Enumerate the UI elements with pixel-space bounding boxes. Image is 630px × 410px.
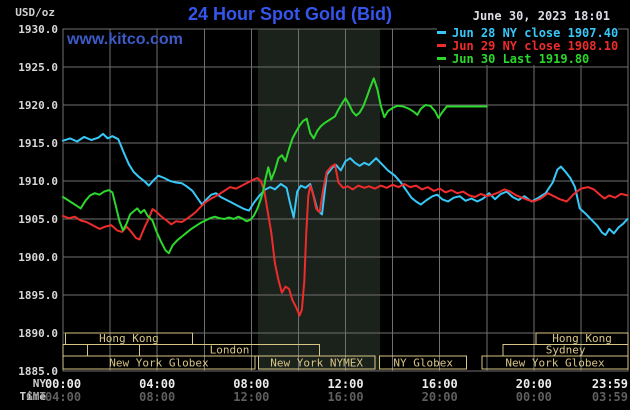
x-axis-ny-time-label: NY Time [19,377,47,403]
session-label: Sydney [546,344,586,357]
y-tick-label: 1885.0 [18,365,58,378]
session-label: Hong Kong [99,332,159,345]
series-line [62,77,488,255]
session-label: NY Globex [393,357,453,370]
session-label: New York Globex [109,357,209,370]
x-tick-ny-time: 12:00 [327,377,363,391]
chart-datetime: June 30, 2023 18:01 [472,9,610,23]
session-label: New York NYMEX [270,357,363,370]
session-label: Hong Kong [552,332,612,345]
legend-dash-icon [437,30,446,34]
legend-dash-icon [437,56,446,60]
legend: Jun 28 NY close 1907.40 Jun 29 NY close 1… [437,26,619,66]
chart-title: 24 Hour Spot Gold (Bid) [188,4,392,24]
y-tick-label: 1915.0 [18,137,58,150]
y-tick-label: 1920.0 [18,99,58,112]
nymex-session-band [257,29,381,371]
x-tick-gmt: 20:00 [422,390,458,404]
session-box [62,344,89,357]
x-tick-gmt: 03:59 [592,390,628,404]
series-line [62,132,629,236]
x-tick-ny-time: 16:00 [422,377,458,391]
kitco-watermark-link[interactable]: www.kitco.com [67,31,183,48]
x-tick-gmt: 08:00 [139,390,175,404]
session-label: New York Globex [505,357,605,370]
x-tick-gmt: 04:00 [45,390,81,404]
x-tick-ny-time: 23:59 [592,377,628,391]
legend-label: Jun 29 NY close 1908.10 [452,39,619,53]
x-tick-ny-time: 04:00 [139,377,175,391]
y-tick-label: 1925.0 [18,61,58,74]
x-tick-ny-time: 20:00 [516,377,552,391]
legend-item: Jun 30 Last 1919.80 [437,52,619,66]
y-tick-label: 1895.0 [18,289,58,302]
y-axis-unit-label: USD/oz [15,6,55,19]
x-tick-gmt: 16:00 [327,390,363,404]
series-line [62,163,629,317]
y-tick-label: 1900.0 [18,251,58,264]
legend-dash-icon [437,43,446,47]
session-box [481,355,629,370]
session-box [62,355,256,370]
session-box [64,332,193,345]
session-box [257,355,376,370]
legend-item: Jun 28 NY close 1907.40 [437,26,619,40]
legend-label: Jun 30 Last 1919.80 [452,52,590,66]
y-tick-label: 1905.0 [18,213,58,226]
session-box [379,355,468,370]
plot-border [62,28,629,372]
x-axis-gmt-label: GMT [26,390,46,403]
x-tick-ny-time: 00:00 [45,377,81,391]
x-tick-ny-time: 08:00 [233,377,269,391]
y-tick-label: 1910.0 [18,175,58,188]
x-tick-gmt: 12:00 [233,390,269,404]
legend-label: Jun 28 NY close 1907.40 [452,26,619,40]
x-tick-gmt: 00:00 [516,390,552,404]
session-label: London [210,344,250,357]
y-tick-label: 1890.0 [18,327,58,340]
y-tick-label: 1930.0 [18,23,58,36]
legend-item: Jun 29 NY close 1908.10 [437,39,619,53]
